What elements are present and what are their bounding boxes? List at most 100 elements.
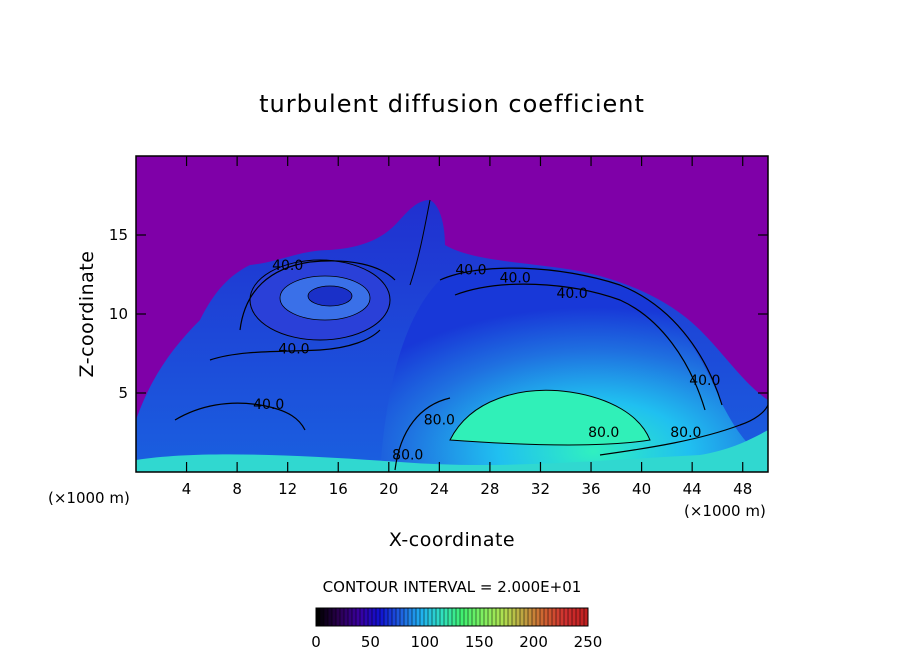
colorbar-segment	[428, 608, 432, 626]
colorbar-segment	[388, 608, 392, 626]
contour-label: 40.0	[253, 397, 284, 413]
colorbar-segment	[364, 608, 368, 626]
colorbar-segment	[472, 608, 476, 626]
colorbar-segment	[396, 608, 400, 626]
colorbar-segment	[376, 608, 380, 626]
colorbar-segment	[328, 608, 332, 626]
colorbar-segment	[408, 608, 412, 626]
colorbar-segment	[548, 608, 552, 626]
x-tick-label: 24	[430, 480, 449, 498]
colorbar-segment	[452, 608, 456, 626]
contour-line-3	[239, 260, 396, 331]
colorbar-segment	[352, 608, 356, 626]
colorbar-segment	[432, 608, 436, 626]
colorbar-segment	[492, 608, 496, 626]
colorbar-segment	[460, 608, 464, 626]
colorbar-segment	[584, 608, 588, 626]
colorbar-segment	[488, 608, 492, 626]
contour-line-8	[409, 199, 431, 286]
colorbar-segment	[552, 608, 556, 626]
y-tick-label: 10	[109, 305, 128, 323]
contour-label: 40.0	[272, 258, 303, 274]
colorbar-segment	[536, 608, 540, 626]
colorbar-segment	[576, 608, 580, 626]
colorbar-segment	[316, 608, 320, 626]
y-tick-label: 15	[109, 226, 128, 244]
colorbar-segment	[476, 608, 480, 626]
colorbar-segment	[544, 608, 548, 626]
colorbar-segment	[424, 608, 428, 626]
colorbar-segment	[504, 608, 508, 626]
x-axis: 4 8 12 16 20 24 28 32 36 40 44 48	[182, 156, 752, 498]
y-tick-label: 5	[118, 384, 128, 402]
contour-label: 80.0	[670, 425, 701, 441]
colorbar-segment	[508, 608, 512, 626]
contour-line-6	[394, 397, 451, 471]
contour-line-5	[174, 402, 306, 431]
colorbar-segment	[564, 608, 568, 626]
colorbar-segment	[556, 608, 560, 626]
colorbar-segment	[332, 608, 336, 626]
contour-line-1	[439, 267, 723, 406]
colorbar-segment	[516, 608, 520, 626]
y-unit-label: (×1000 m)	[48, 489, 130, 507]
colorbar-segment	[524, 608, 528, 626]
colorbar-ticks: 0 50 100 150 200 250	[311, 633, 602, 651]
colorbar-segment	[336, 608, 340, 626]
y-axis: 5 10 15	[109, 226, 768, 402]
x-tick-label: 48	[733, 480, 752, 498]
x-tick-label: 20	[379, 480, 398, 498]
colorbar-segment	[348, 608, 352, 626]
colorbar-segment	[528, 608, 532, 626]
colorbar-segment	[440, 608, 444, 626]
x-tick-label: 28	[480, 480, 499, 498]
colorbar-segment	[532, 608, 536, 626]
colorbar-segment	[320, 608, 324, 626]
colorbar-segment	[436, 608, 440, 626]
heatmap-vortex-inner	[307, 285, 353, 307]
colorbar-segment	[468, 608, 472, 626]
colorbar-segment	[484, 608, 488, 626]
contour-labels: 40.0 40.0 40.0 40.0 40.0 40.0 40.0 80.0 80.0 80.0…	[253, 258, 720, 464]
colorbar-segment	[540, 608, 544, 626]
colorbar-segment	[568, 608, 572, 626]
colorbar-segment	[456, 608, 460, 626]
x-tick-label: 40	[632, 480, 651, 498]
colorbar	[315, 607, 589, 627]
colorbar-segment	[384, 608, 388, 626]
heatmap-bottom-band	[136, 430, 768, 472]
x-tick-label: 44	[683, 480, 702, 498]
contour-interval-caption: CONTOUR INTERVAL = 2.000E+01	[323, 578, 582, 596]
contour-label: 40.0	[455, 263, 486, 279]
colorbar-tick-label: 150	[465, 633, 494, 651]
heatmap-high-cell	[449, 389, 651, 446]
colorbar-segment	[444, 608, 448, 626]
contour-label: 40.0	[500, 270, 531, 286]
x-axis-title: X-coordinate	[389, 529, 515, 551]
chart-title: turbulent diffusion coefficient	[259, 90, 645, 118]
colorbar-tick-label: 0	[311, 633, 321, 651]
colorbar-tick-label: 50	[361, 633, 380, 651]
colorbar-segment	[340, 608, 344, 626]
contour-label: 80.0	[588, 425, 619, 441]
colorbar-segment	[496, 608, 500, 626]
colorbar-segment	[404, 608, 408, 626]
x-tick-label: 16	[329, 480, 348, 498]
colorbar-segment	[372, 608, 376, 626]
contour-label: 80.0	[424, 413, 455, 429]
contour-label: 80.0	[392, 447, 423, 463]
colorbar-tick-label: 100	[410, 633, 439, 651]
colorbar-segment	[380, 608, 384, 626]
colorbar-segment	[464, 608, 468, 626]
x-unit-label: (×1000 m)	[684, 502, 766, 520]
colorbar-segment	[480, 608, 484, 626]
x-tick-label: 4	[182, 480, 192, 498]
contour-line-2	[454, 283, 706, 411]
colorbar-segment	[448, 608, 452, 626]
contour-label: 40.0	[689, 373, 720, 389]
colorbar-segment	[512, 608, 516, 626]
colorbar-segment	[360, 608, 364, 626]
y-axis-title: Z-coordinate	[76, 251, 98, 378]
colorbar-segment	[580, 608, 584, 626]
